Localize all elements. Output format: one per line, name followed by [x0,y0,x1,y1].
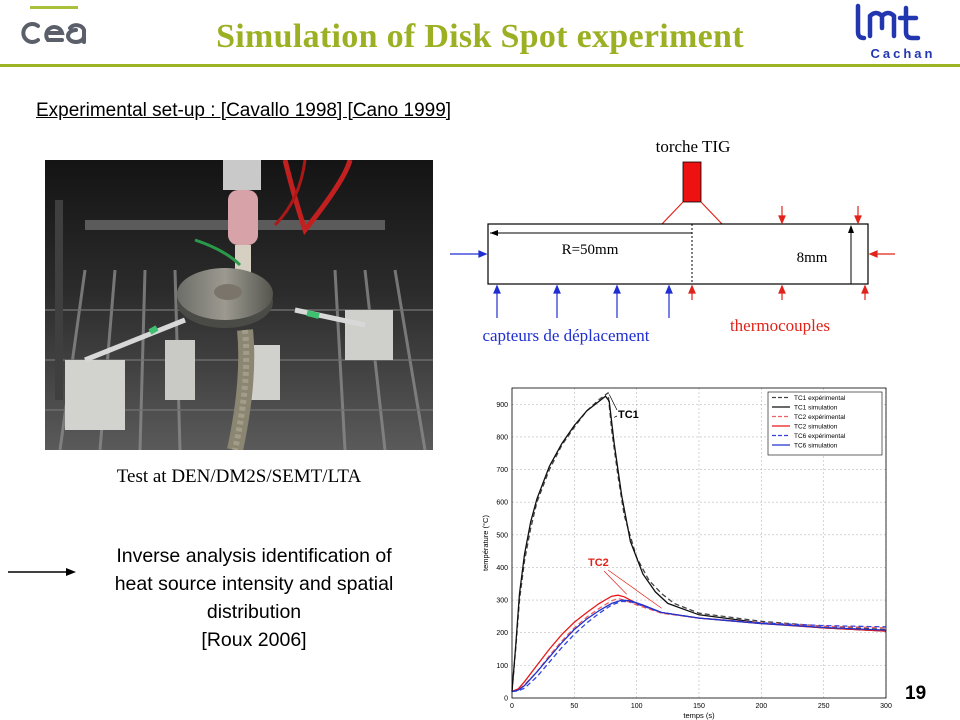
inverse-analysis-text: Inverse analysis identification of heat … [76,542,432,654]
header-accent-line [30,6,78,9]
y-tick-label: 100 [496,663,508,670]
y-tick-label: 700 [496,467,508,474]
series-line [511,391,887,692]
annotation-tc2-pointer [603,570,627,595]
y-tick-label: 200 [496,630,508,637]
plot-frame [511,387,887,699]
chart-series [511,391,887,693]
inverse-line: [Roux 2006] [201,629,307,651]
disk-section [487,223,869,285]
lmt-cachan-logo: Cachan [855,3,936,61]
displacement-sensors [450,250,673,318]
legend-label: TC1 simulation [794,405,838,412]
y-tick-label: 300 [496,598,508,605]
y-tick-label: 500 [496,532,508,539]
chart-legend: TC1 expérimental TC1 simulation TC2 expéri… [767,391,883,456]
y-tick-label: 900 [496,402,508,409]
x-tick-label: 300 [880,703,892,710]
setup-diagram: torche TIG R=50mm 8mm capteurs de déplac… [450,137,895,345]
experiment-photo [45,160,433,450]
temperature-chart: 0 50 100 150 200 250 300 0 100 200 300 400 500 600 700… [478,380,898,720]
y-tick-label: 600 [496,500,508,507]
y-tick-label: 400 [496,565,508,572]
thermocouples [688,206,895,300]
x-tick-label: 100 [631,703,643,710]
torch-shape [682,161,702,203]
inverse-line: distribution [206,601,302,623]
annotation-tc1-pointer [614,415,618,418]
annotation-tc1-pointer [608,394,618,411]
annotation-tc2: TC2 [588,557,609,569]
x-tick-label: 150 [693,703,705,710]
legend-label: TC6 expérimental [794,433,846,440]
page-number: 19 [905,683,927,704]
setup-heading: Experimental set-up : [Cavallo 1998] [Ca… [36,100,452,121]
inverse-line: heat source intensity and spatial [114,573,394,595]
x-tick-label: 200 [755,703,767,710]
photo-caption: Test at DEN/DM2S/SEMT/LTA [116,466,362,487]
legend-label: TC2 expérimental [794,414,846,421]
chart-axes: 0 50 100 150 200 250 300 0 100 200 300 400 500 600 700… [481,387,892,720]
torch-arc-right [700,201,723,225]
torch-arc-left [661,201,684,225]
y-tick-label: 0 [504,696,508,703]
inverse-line: Inverse analysis identification of [116,545,392,567]
thickness-label: 8mm [797,250,828,266]
x-tick-label: 250 [818,703,830,710]
chart-annotations: TC1 TC2 [588,394,662,609]
legend-label: TC6 simulation [794,443,838,450]
displacement-label: capteurs de déplacement [482,326,649,345]
slide-title: Simulation of Disk Spot experiment [216,18,744,55]
y-tick-label: 800 [496,434,508,441]
legend-label: TC2 simulation [794,424,838,431]
y-axis-label: température (°C) [481,515,490,571]
arrow-right-icon [8,568,76,576]
series-line [511,395,887,692]
torch-label: torche TIG [656,137,731,156]
x-tick-label: 50 [570,703,578,710]
annotation-tc2-pointer [607,569,662,609]
x-tick-label: 0 [510,703,514,710]
series-line [511,597,887,693]
thermocouple-label: thermocouples [730,316,830,335]
series-line [511,599,887,693]
x-axis-label: temps (s) [683,711,715,720]
legend-label: TC1 expérimental [794,395,846,402]
radius-label: R=50mm [562,242,619,258]
title-underline [0,64,960,67]
annotation-tc1: TC1 [618,409,639,421]
cea-logo [21,22,86,44]
lmt-cachan-text: Cachan [871,46,936,61]
